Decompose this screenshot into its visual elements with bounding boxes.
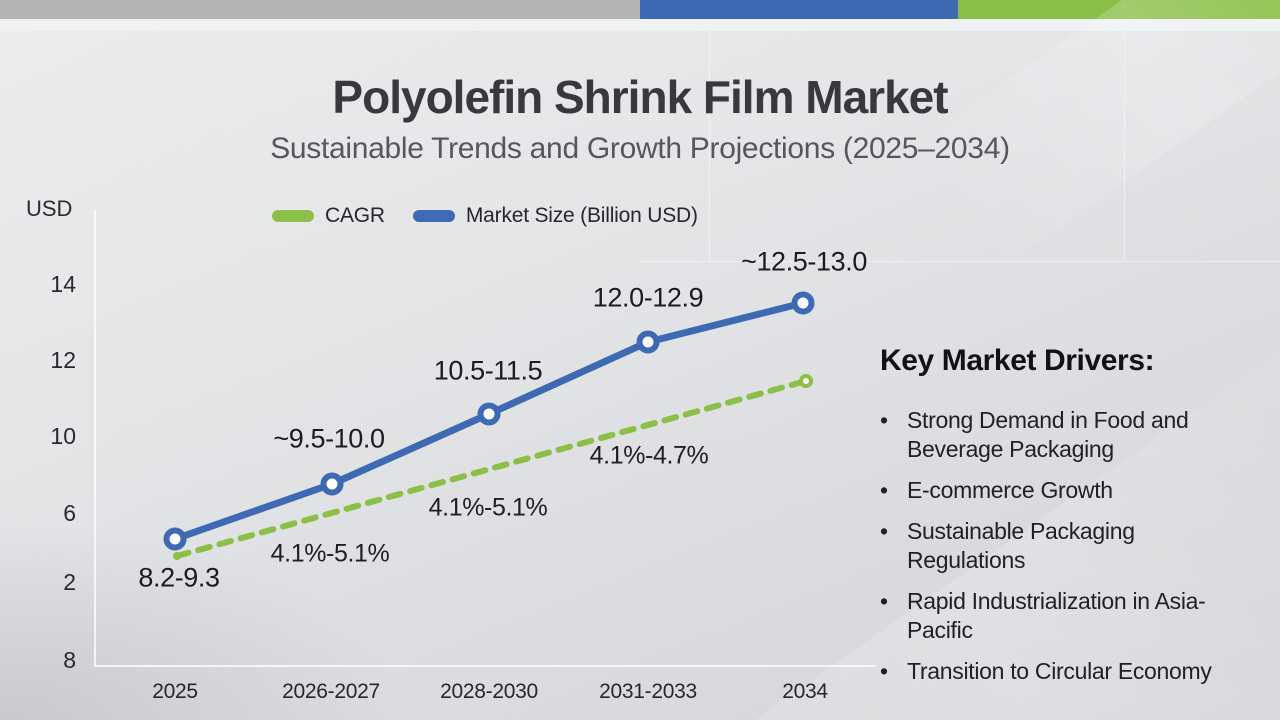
driver-text: Strong Demand in Food and Beverage Packa… [907,407,1189,462]
background-seam [640,261,1280,262]
data-point-2034 [791,291,815,315]
y-tick: 12 [50,347,76,373]
legend-item-cagr: CAGR [272,204,385,228]
y-axis-unit-label: USD [26,196,73,221]
list-item: • Sustainable Packaging Regulations [880,517,1252,575]
cagr-start-dot [173,552,181,560]
page-subtitle: Sustainable Trends and Growth Projection… [270,132,1010,165]
top-accent-bar [0,0,1280,19]
list-item: • Transition to Circular Economy [880,657,1252,686]
x-tick-2026-2027: 2026-2027 [282,680,380,703]
x-tick-2028-2030: 2028-2030 [440,680,538,703]
list-item: • Strong Demand in Food and Beverage Pac… [880,406,1252,464]
drivers-heading: Key Market Drivers: [880,344,1155,377]
y-tick: 8 [63,647,76,673]
list-item: • Rapid Industrialization in Asia-Pacifi… [880,587,1252,645]
y-tick: 6 [63,500,76,526]
background-seam [709,31,710,261]
cagr-line [174,378,809,559]
bullet-icon: • [880,407,889,433]
data-point-2031-2033 [636,330,660,354]
chart-legend: CAGR Market Size (Billion USD) [272,204,698,228]
driver-text: Rapid Industrialization in Asia-Pacific [907,588,1206,643]
cagr-end-marker [799,374,813,388]
market-size-label-2034: ~12.5-13.0 [741,246,867,277]
background-seam [1124,31,1125,261]
driver-text: Sustainable Packaging Regulations [907,518,1135,573]
driver-text: E-commerce Growth [907,477,1113,503]
top-bar-blue-segment [640,0,958,19]
legend-label: CAGR [325,204,385,227]
cagr-label-2: 4.1%-5.1% [428,493,548,522]
top-bar-gray-segment [0,0,640,19]
bullet-icon: • [880,518,889,544]
bullet-icon: • [880,658,889,684]
y-tick: 14 [50,271,76,297]
data-point-2026-2027 [320,472,344,496]
bullet-icon: • [880,477,889,503]
driver-text: Transition to Circular Economy [907,658,1212,684]
bullet-icon: • [880,588,889,614]
legend-label: Market Size (Billion USD) [465,204,698,227]
market-size-line-swatch [412,210,455,222]
x-tick-2025: 2025 [152,680,198,703]
list-item: • E-commerce Growth [880,476,1252,505]
x-tick-2034: 2034 [782,680,828,703]
data-point-2028-2030 [477,402,501,426]
data-point-2025 [163,527,187,551]
market-size-label-2026-2027: ~9.5-10.0 [273,423,385,454]
market-size-label-2031-2033: 12.0-12.9 [592,282,704,313]
y-tick: 2 [63,569,76,595]
key-market-drivers-panel: Key Market Drivers: • Strong Demand in F… [880,344,1252,698]
x-tick-2031-2033: 2031-2033 [599,680,697,703]
plot-frame [94,210,876,667]
cagr-label-3: 4.1%-4.7% [589,441,709,470]
cagr-line-swatch [272,210,314,222]
y-tick: 10 [50,423,76,449]
legend-item-market-size: Market Size (Billion USD) [412,204,698,228]
market-size-label-2025: 8.2-9.3 [138,562,220,593]
header-strip [0,19,1280,31]
market-size-label-2028-2030: 10.5-11.5 [433,355,543,386]
top-bar-green-segment [958,0,1280,19]
cagr-label-1: 4.1%-5.1% [270,539,390,568]
page-title: Polyolefin Shrink Film Market [332,71,948,123]
